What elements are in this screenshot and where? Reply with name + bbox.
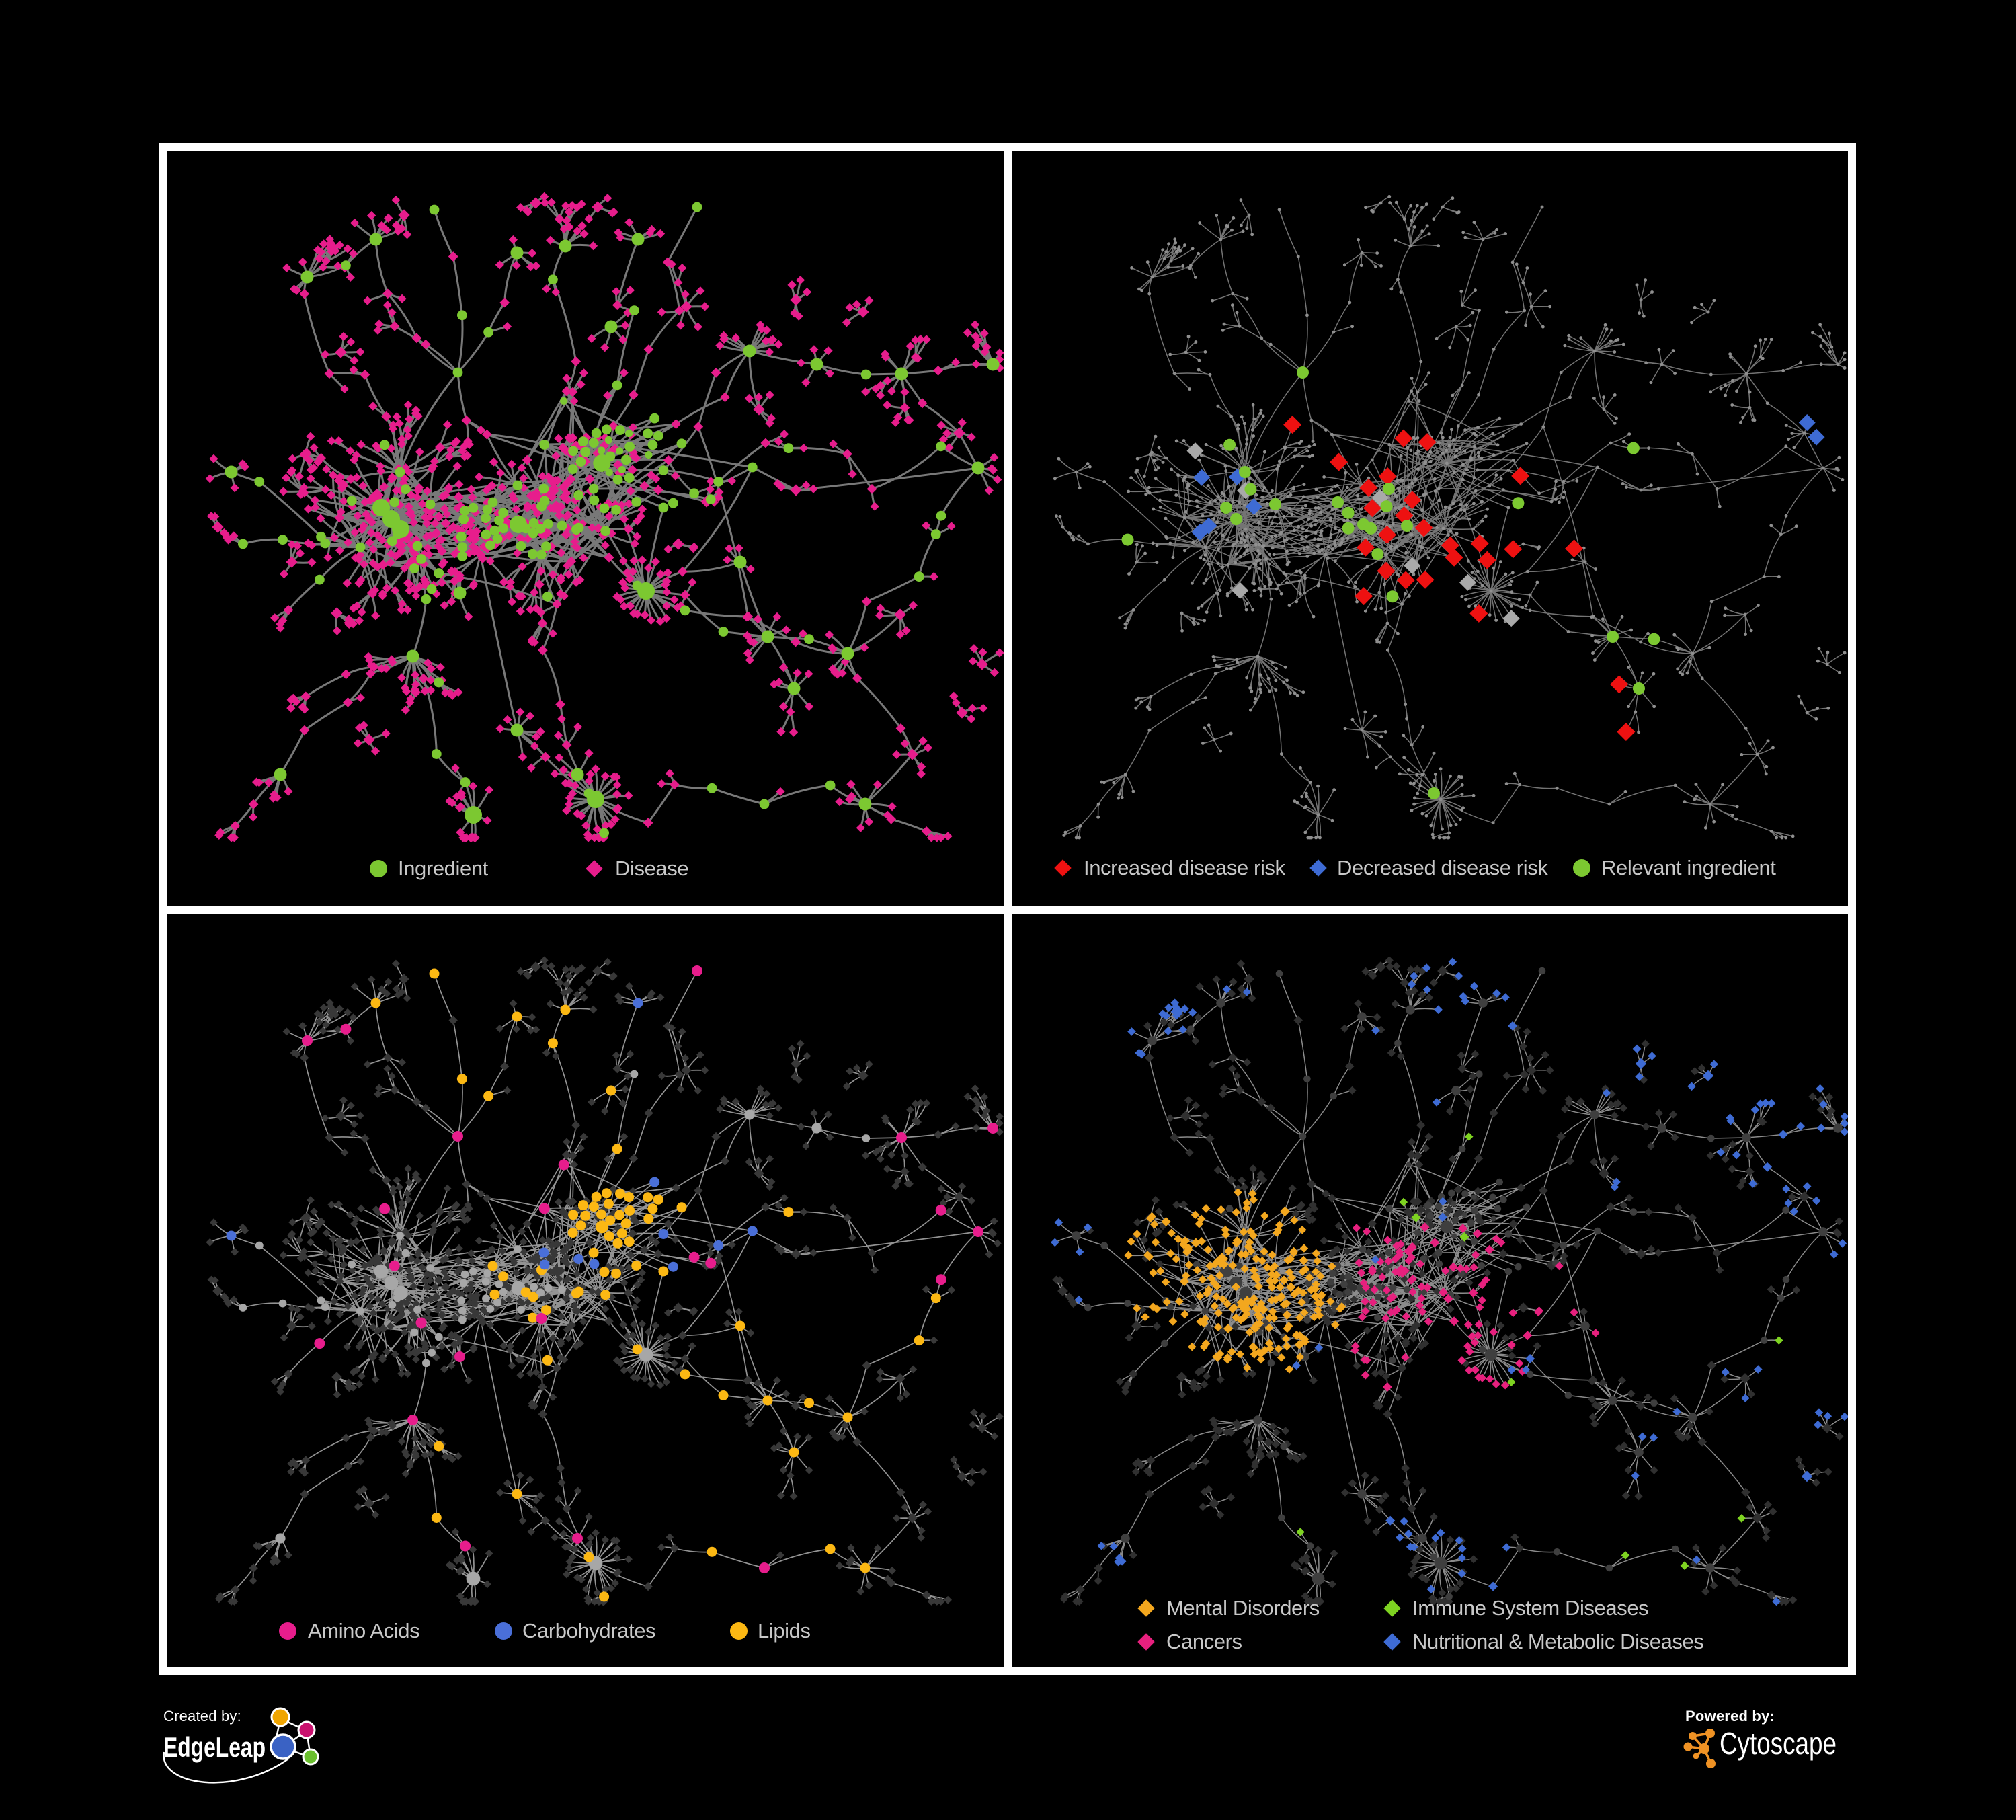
svg-text:Cytoscape: Cytoscape: [1720, 1726, 1837, 1761]
svg-text:EdgeLeap: EdgeLeap: [163, 1731, 266, 1763]
